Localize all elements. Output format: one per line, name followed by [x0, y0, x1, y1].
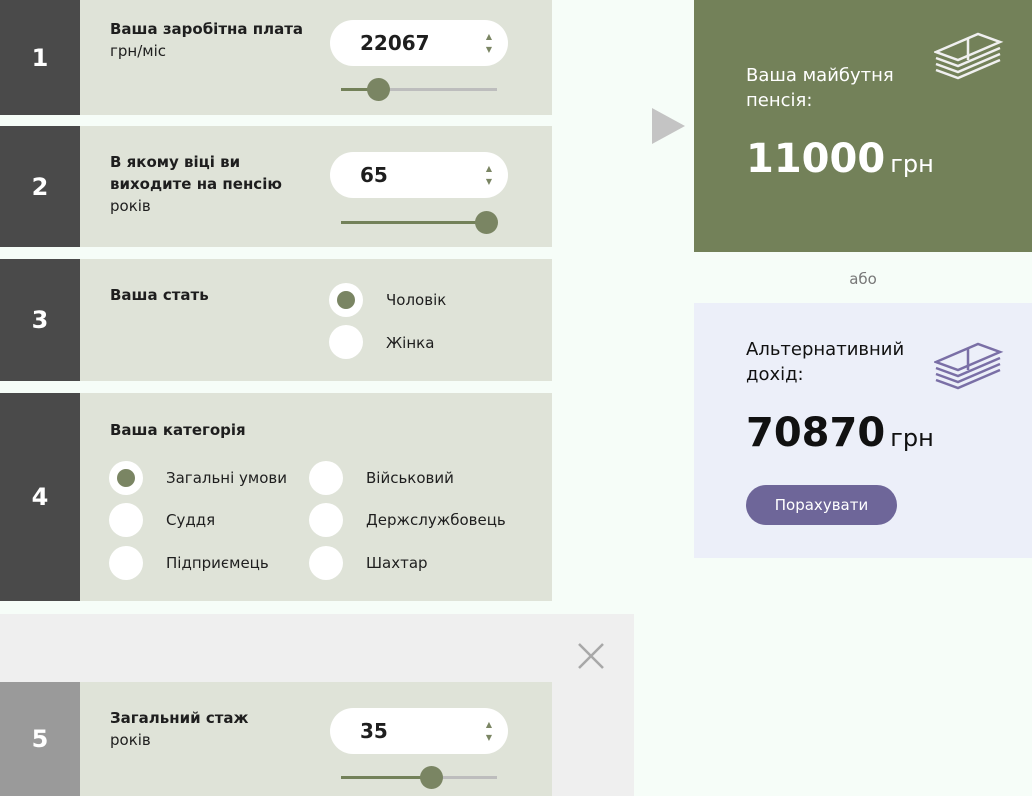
- radio-judge[interactable]: [109, 503, 143, 537]
- slider-thumb[interactable]: [420, 766, 444, 789]
- radio-male-label: Чоловік: [386, 291, 447, 309]
- alternative-title: Альтернативний дохід:: [746, 339, 905, 385]
- age-input[interactable]: 65 ▲ ▼: [330, 152, 508, 198]
- radio-civil-servant[interactable]: [309, 503, 343, 537]
- salary-slider[interactable]: [341, 78, 497, 101]
- experience-label: Загальний стаж: [110, 709, 249, 727]
- slider-thumb[interactable]: [367, 78, 391, 101]
- category-label: Ваша категорія: [110, 421, 246, 439]
- step-category: 4 Ваша категорія Загальні умови Військов…: [0, 393, 552, 601]
- pension-title: Ваша майбутня пенсія:: [746, 65, 894, 111]
- radio-miner[interactable]: [309, 546, 343, 580]
- radio-military-label: Військовий: [366, 469, 454, 487]
- close-icon[interactable]: [577, 642, 605, 670]
- experience-unit: років: [110, 731, 151, 749]
- pension-result-panel: Ваша майбутня пенсія: 11000 грн: [694, 0, 1032, 252]
- age-label: В якому віці ви виходите на пенсію: [110, 153, 282, 193]
- alternative-currency: грн: [890, 424, 934, 452]
- spinner-arrows-icon[interactable]: ▲ ▼: [485, 720, 492, 742]
- step-experience: 5 Загальний стаж років 35 ▲ ▼: [0, 682, 552, 796]
- step-number: 3: [0, 259, 80, 381]
- arrow-right-icon: [652, 108, 685, 144]
- radio-male[interactable]: [329, 283, 363, 317]
- pension-currency: грн: [890, 150, 934, 178]
- step-number: 4: [0, 393, 80, 601]
- salary-label: Ваша заробітна плата: [110, 20, 304, 38]
- age-unit: років: [110, 197, 151, 215]
- money-stack-icon: [934, 342, 1004, 390]
- or-label: або: [849, 270, 877, 288]
- step-salary: 1 Ваша заробітна плата грн/міс 22067 ▲ ▼: [0, 0, 552, 115]
- step-number: 2: [0, 126, 80, 247]
- radio-military[interactable]: [309, 461, 343, 495]
- spinner-arrows-icon[interactable]: ▲ ▼: [485, 32, 492, 54]
- salary-input[interactable]: 22067 ▲ ▼: [330, 20, 508, 66]
- radio-general[interactable]: [109, 461, 143, 495]
- radio-female[interactable]: [329, 325, 363, 359]
- slider-thumb[interactable]: [475, 211, 499, 234]
- radio-female-label: Жінка: [386, 334, 435, 352]
- radio-entrepreneur-label: Підприємець: [166, 554, 269, 572]
- salary-unit: грн/міс: [110, 42, 166, 60]
- alternative-amount: 70870: [746, 410, 886, 456]
- step-gender: 3 Ваша стать Чоловік Жінка: [0, 259, 552, 381]
- step-number: 5: [0, 682, 80, 796]
- age-slider[interactable]: [341, 211, 499, 234]
- calculate-button[interactable]: Порахувати: [746, 485, 897, 525]
- pension-amount: 11000: [746, 136, 886, 182]
- radio-judge-label: Суддя: [166, 511, 216, 529]
- radio-general-label: Загальні умови: [166, 469, 288, 487]
- radio-entrepreneur[interactable]: [109, 546, 143, 580]
- radio-miner-label: Шахтар: [366, 554, 428, 572]
- experience-input[interactable]: 35 ▲ ▼: [330, 708, 508, 754]
- gender-label: Ваша стать: [110, 286, 209, 304]
- alternative-income-panel: Альтернативний дохід: 70870 грн Порахува…: [694, 303, 1032, 558]
- step-retirement-age: 2 В якому віці ви виходите на пенсію рокі…: [0, 126, 552, 247]
- money-stack-icon: [934, 32, 1004, 80]
- step-number: 1: [0, 0, 80, 115]
- experience-slider[interactable]: [341, 766, 497, 789]
- spinner-arrows-icon[interactable]: ▲ ▼: [485, 164, 492, 186]
- radio-civil-servant-label: Держслужбовець: [366, 511, 506, 529]
